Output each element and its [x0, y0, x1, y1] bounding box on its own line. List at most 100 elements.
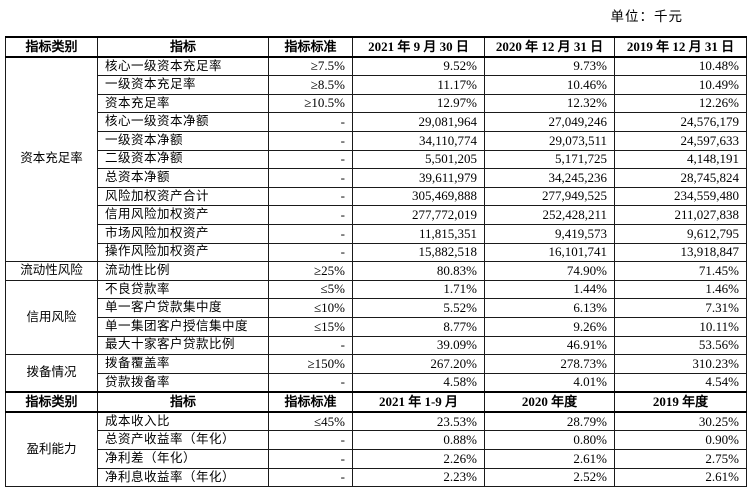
- indicator-cell: 一级资本充足率: [97, 75, 269, 95]
- standard-cell: -: [268, 112, 353, 132]
- category-cell: 盈利能力: [5, 411, 98, 488]
- table-row: 最大十家客户贷款比例 -39.09% 46.91% 53.56%: [6, 335, 747, 356]
- table-row: 市场风险加权资产 -11,815,351 9,419,573 9,612,795: [6, 223, 747, 244]
- header-row: 指标类别 指标 指标标准 2021 年 9 月 30 日 2020 年 12 月 31 …: [5, 36, 747, 58]
- value-cell: 10.49%: [614, 75, 747, 95]
- standard-cell: ≤5%: [268, 279, 353, 300]
- value-cell: 28.79%: [484, 411, 615, 432]
- indicator-cell: 风险加权资产合计: [97, 186, 269, 207]
- standard-cell: -: [268, 372, 353, 393]
- indicator-cell: 核心一级资本净额: [97, 112, 269, 132]
- value-cell: 71.45%: [614, 261, 747, 281]
- table-row: 总资产收益率（年化） -0.88% 0.80% 0.90%: [6, 430, 747, 451]
- value-cell: 2.52%: [484, 467, 615, 488]
- indicator-cell: 总资本净额: [97, 168, 269, 188]
- indicator-cell: 二级资本净额: [97, 149, 269, 170]
- value-cell: 0.80%: [484, 430, 615, 451]
- table-row: 单一客户贷款集中度 ≤10% 5.52% 6.13% 7.31%: [6, 298, 747, 318]
- column-header: 指标: [97, 36, 269, 58]
- value-cell: 15,882,518: [352, 242, 485, 263]
- value-cell: 211,027,838: [614, 205, 747, 225]
- value-cell: 4.01%: [484, 372, 615, 393]
- value-cell: 29,081,964: [352, 112, 485, 132]
- indicator-cell: 贷款拨备率: [97, 372, 269, 393]
- value-cell: 9.26%: [484, 316, 615, 337]
- table-row: 资本充足率 ≥10.5% 12.97% 12.32% 12.26%: [6, 93, 747, 114]
- value-cell: 1.44%: [484, 279, 615, 300]
- indicator-cell: 不良贷款率: [97, 279, 269, 300]
- table-body: 指标类别 指标 指标标准 2021 年 9 月 30 日 2020 年 12 月 31 …: [5, 36, 747, 488]
- value-cell: 9.52%: [352, 56, 485, 77]
- indicator-cell: 核心一级资本充足率: [97, 56, 269, 77]
- column-header: 指标标准: [268, 36, 353, 58]
- value-cell: 5,171,725: [484, 149, 615, 170]
- column-header: 2020 年 12 月 31 日: [484, 36, 615, 58]
- value-cell: 267.20%: [352, 354, 485, 374]
- standard-cell: -: [268, 149, 353, 170]
- indicator-cell: 总资产收益率（年化）: [97, 430, 269, 451]
- standard-cell: -: [268, 205, 353, 225]
- value-cell: 5.52%: [352, 298, 485, 318]
- column-header: 2019 年 12 月 31 日: [614, 36, 747, 58]
- table-row: 核心一级资本净额 -29,081,964 27,049,246 24,576,179: [6, 112, 747, 132]
- indicator-cell: 最大十家客户贷款比例: [97, 335, 269, 356]
- standard-cell: -: [268, 335, 353, 356]
- value-cell: 12.97%: [352, 93, 485, 114]
- table-row: 信用风险 不良贷款率 ≤5% 1.71% 1.44% 1.46%: [5, 279, 747, 356]
- value-cell: 4.58%: [352, 372, 485, 393]
- value-cell: 5,501,205: [352, 149, 485, 170]
- value-cell: 23.53%: [352, 411, 485, 432]
- indicator-cell: 单一客户贷款集中度: [97, 298, 269, 318]
- value-cell: 10.11%: [614, 316, 747, 337]
- value-cell: 74.90%: [484, 261, 615, 281]
- table-row: 总资本净额 -39,611,979 34,245,236 28,745,824: [6, 168, 747, 188]
- value-cell: 4,148,191: [614, 149, 747, 170]
- indicator-cell: 拨备覆盖率: [97, 354, 269, 374]
- column-header: 指标类别: [5, 36, 98, 58]
- indicator-cell: 净利息收益率（年化）: [97, 467, 269, 488]
- value-cell: 2.61%: [484, 449, 615, 469]
- table-row: 流动性风险 流动性比例 ≥25% 80.83% 74.90% 71.45%: [5, 261, 747, 281]
- indicator-cell: 资本充足率: [97, 93, 269, 114]
- value-cell: 9,419,573: [484, 223, 615, 244]
- header-row: 指标类别 指标 指标标准 2021 年 1-9 月 2020 年度 2019 年度: [5, 391, 747, 413]
- value-cell: 9.73%: [484, 56, 615, 77]
- standard-cell: ≥25%: [268, 261, 353, 281]
- table-row: 风险加权资产合计 -305,469,888 277,949,525 234,559,4…: [6, 186, 747, 207]
- value-cell: 310.23%: [614, 354, 747, 374]
- table-row: 二级资本净额 -5,501,205 5,171,725 4,148,191: [6, 149, 747, 170]
- category-cell: 信用风险: [5, 279, 98, 356]
- column-header: 2020 年度: [484, 391, 615, 413]
- value-cell: 10.46%: [484, 75, 615, 95]
- standard-cell: -: [268, 130, 353, 151]
- value-cell: 29,073,511: [484, 130, 615, 151]
- value-cell: 0.90%: [614, 430, 747, 451]
- value-cell: 277,949,525: [484, 186, 615, 207]
- value-cell: 305,469,888: [352, 186, 485, 207]
- value-cell: 24,576,179: [614, 112, 747, 132]
- standard-cell: -: [268, 242, 353, 263]
- value-cell: 12.26%: [614, 93, 747, 114]
- category-cell: 拨备情况: [5, 354, 98, 393]
- value-cell: 13,918,847: [614, 242, 747, 263]
- value-cell: 2.75%: [614, 449, 747, 469]
- indicator-cell: 市场风险加权资产: [97, 223, 269, 244]
- table-row: 操作风险加权资产 -15,882,518 16,101,741 13,918,847: [6, 242, 747, 263]
- unit-label: 单位：千元: [610, 9, 683, 24]
- indicator-cell: 净利差（年化）: [97, 449, 269, 469]
- standard-cell: -: [268, 186, 353, 207]
- standard-cell: ≥8.5%: [268, 75, 353, 95]
- value-cell: 34,245,236: [484, 168, 615, 188]
- value-cell: 30.25%: [614, 411, 747, 432]
- value-cell: 46.91%: [484, 335, 615, 356]
- value-cell: 11,815,351: [352, 223, 485, 244]
- table-row: 净利息收益率（年化） -2.23% 2.52% 2.61%: [6, 467, 747, 488]
- value-cell: 2.23%: [352, 467, 485, 488]
- value-cell: 28,745,824: [614, 168, 747, 188]
- value-cell: 24,597,633: [614, 130, 747, 151]
- indicator-cell: 信用风险加权资产: [97, 205, 269, 225]
- value-cell: 80.83%: [352, 261, 485, 281]
- value-cell: 278.73%: [484, 354, 615, 374]
- table-row: 单一集团客户授信集中度 ≤15% 8.77% 9.26% 10.11%: [6, 316, 747, 337]
